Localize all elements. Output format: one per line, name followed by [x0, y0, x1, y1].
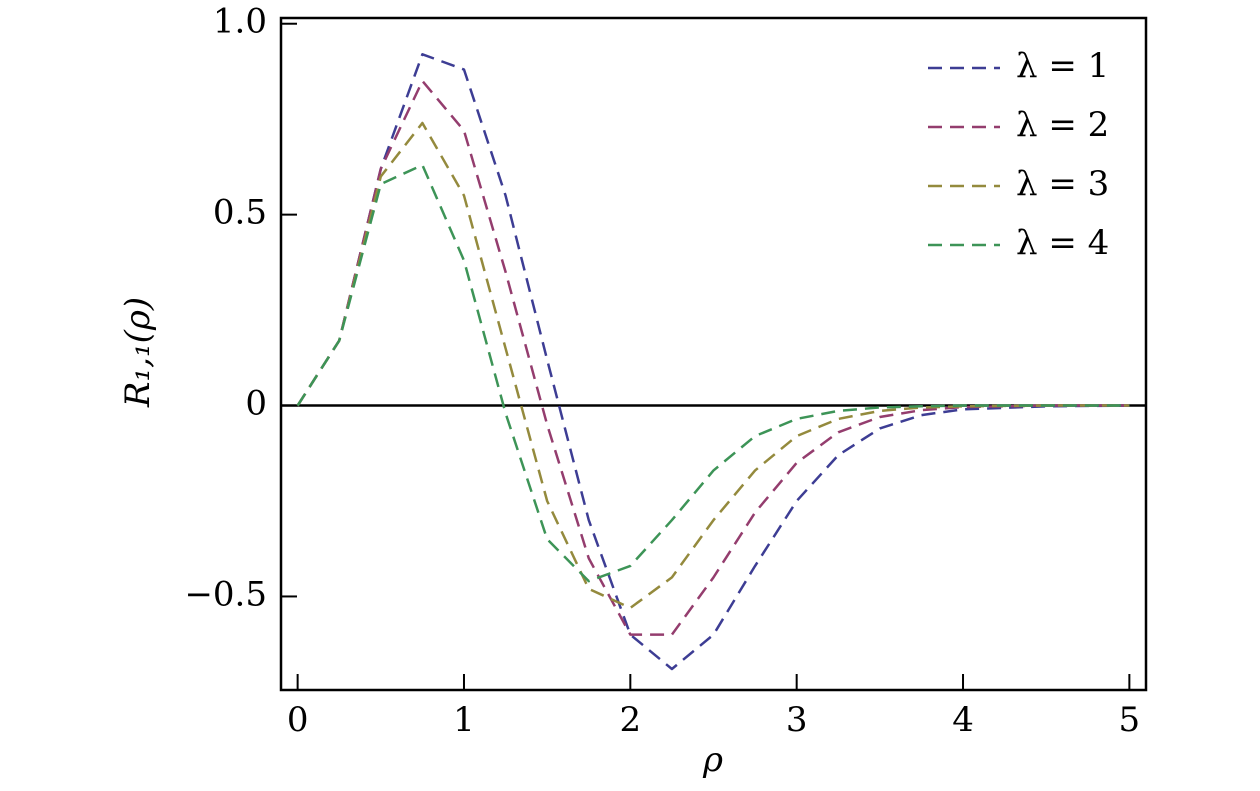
series-line	[296, 121, 1130, 610]
series-line	[296, 163, 1130, 583]
y-tick-label: −0.5	[184, 574, 267, 614]
x-tick-label: 1	[453, 700, 475, 740]
x-tick-label: 5	[1119, 700, 1141, 740]
x-axis-label: ρ	[702, 740, 723, 780]
y-tick-label: 0.5	[213, 193, 267, 233]
legend-label: λ = 2	[1016, 105, 1109, 145]
x-tick-label: 2	[620, 700, 642, 740]
series-line	[296, 53, 1130, 671]
x-tick-label: 4	[952, 700, 974, 740]
y-tick-label: 1.0	[213, 2, 267, 42]
x-tick-label: 0	[287, 700, 309, 740]
y-tick-label: 0	[245, 384, 267, 424]
legend-label: λ = 4	[1016, 223, 1109, 263]
plot-frame	[279, 16, 1148, 692]
series-line	[296, 79, 1130, 636]
y-axis-label: R₁,₁(ρ)	[118, 297, 158, 408]
legend-label: λ = 1	[1016, 46, 1109, 86]
x-tick-label: 3	[786, 700, 808, 740]
legend-label: λ = 3	[1016, 164, 1109, 204]
